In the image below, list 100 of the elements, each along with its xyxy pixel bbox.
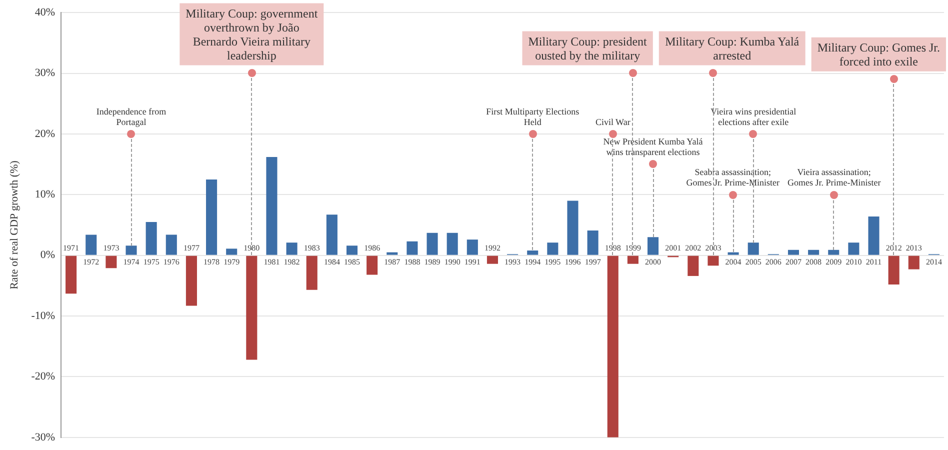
bar (346, 246, 358, 255)
x-tick-label: 2006 (765, 257, 782, 266)
bar (426, 232, 438, 255)
bar (166, 234, 177, 255)
bar (648, 237, 659, 255)
y-tick-label: 30% (34, 67, 56, 80)
y-tick-label: 40% (34, 6, 56, 18)
bar (206, 179, 218, 255)
x-tick-label: 1987 (384, 257, 400, 266)
x-tick-label: 1982 (284, 257, 300, 266)
x-tick-label: 1979 (224, 257, 240, 266)
x-tick-label: 2009 (826, 257, 842, 266)
x-tick-label: 2005 (745, 257, 762, 266)
bar (567, 200, 578, 255)
y-tick-label: 20% (34, 128, 56, 140)
bar (446, 232, 458, 255)
x-tick-label: 1973 (103, 243, 120, 252)
x-tick-label: 2010 (846, 257, 862, 266)
annotation: Military Coup: Gomes Jr. forced into exile (817, 40, 940, 69)
bar (587, 230, 598, 255)
bar (246, 256, 258, 360)
x-tick-label: 1997 (584, 257, 601, 266)
x-tick-label: 1994 (524, 257, 541, 266)
bar (106, 256, 117, 268)
x-tick-label: 1974 (123, 257, 140, 266)
x-tick-label: 1996 (564, 257, 581, 266)
x-tick-label: 1988 (404, 257, 420, 266)
x-tick-label: 1981 (264, 257, 280, 266)
x-tick-label: 1990 (444, 257, 460, 266)
x-tick-label: 2014 (926, 257, 942, 266)
x-tick-label: 2002 (685, 243, 702, 252)
y-tick-label: 0% (40, 249, 56, 262)
bar (466, 240, 478, 255)
bar (908, 256, 920, 270)
x-tick-label: 2007 (785, 257, 802, 266)
bar (126, 246, 137, 255)
y-tick-label: 10% (34, 188, 56, 201)
x-tick-label: 1984 (324, 257, 340, 266)
y-tick-label: -20% (31, 370, 56, 383)
x-tick-label: 2000 (645, 257, 662, 266)
x-tick-label: 2008 (806, 257, 822, 266)
x-tick-label: 1971 (63, 243, 80, 252)
bar (808, 250, 820, 255)
bar (326, 214, 338, 255)
y-tick-label: -10% (31, 310, 56, 322)
annotation: First Multiparty Elections Held (486, 106, 580, 127)
bar (286, 242, 298, 255)
bar (146, 222, 157, 255)
bar (186, 256, 197, 306)
x-tick-label: 2004 (725, 257, 742, 266)
bar (306, 256, 318, 290)
annotation: Vieira assassination; Gomes Jr. Prime-Minister (787, 167, 881, 188)
annotation: Vieira wins presidential elections after exile (710, 106, 797, 127)
bar (688, 256, 699, 276)
bar (828, 250, 840, 255)
x-tick-label: 1976 (163, 257, 180, 266)
bar (226, 248, 238, 255)
annotation: Military Coup: president ousted by the military (528, 34, 648, 62)
x-tick-label: 2001 (665, 243, 682, 252)
annotation: Seabra assassination; Gomes Jr. Prime-Minister (686, 167, 780, 188)
bar (266, 157, 278, 255)
x-tick-label: 1985 (344, 257, 360, 266)
x-tick-label: 1980 (244, 243, 260, 252)
bar (868, 216, 880, 255)
x-tick-label: 1972 (83, 257, 100, 266)
x-tick-label: 1986 (364, 243, 380, 252)
bar (527, 250, 538, 255)
bar (366, 256, 378, 275)
bar (728, 252, 739, 255)
x-tick-label: 1978 (204, 257, 220, 266)
annotation: Military Coup: Kumba Yalá arrested (665, 34, 800, 62)
x-tick-label: 1993 (504, 257, 521, 266)
x-tick-label: 2011 (866, 257, 882, 266)
y-axis-title: Rate of real GDP growth (%) (8, 160, 20, 290)
x-tick-label: 1977 (183, 243, 200, 252)
bar (86, 234, 97, 255)
bar (386, 252, 398, 255)
bar (547, 242, 558, 255)
x-tick-label: 2013 (906, 243, 922, 252)
bar (486, 256, 498, 264)
x-tick-label: 1975 (143, 257, 160, 266)
x-tick-label: 1992 (484, 243, 500, 252)
y-tick-label: -30% (31, 431, 56, 444)
annotation: New President Kumba Yalá wins transparent elections (603, 136, 703, 158)
x-tick-label: 1991 (464, 257, 480, 266)
bar (748, 242, 759, 255)
bar (406, 241, 418, 255)
x-tick-label: 2003 (705, 243, 722, 252)
bar (848, 242, 860, 255)
bar (708, 256, 719, 266)
bar (788, 250, 800, 255)
x-tick-label: 1989 (424, 257, 440, 266)
bar (607, 256, 618, 438)
bar (627, 256, 638, 264)
x-tick-label: 1998 (604, 243, 621, 252)
x-tick-label: 1995 (544, 257, 561, 266)
bar (66, 256, 77, 294)
bar (888, 256, 900, 284)
annotation: Civil War (595, 116, 630, 127)
annotation: Independence from Portagal (96, 106, 166, 127)
